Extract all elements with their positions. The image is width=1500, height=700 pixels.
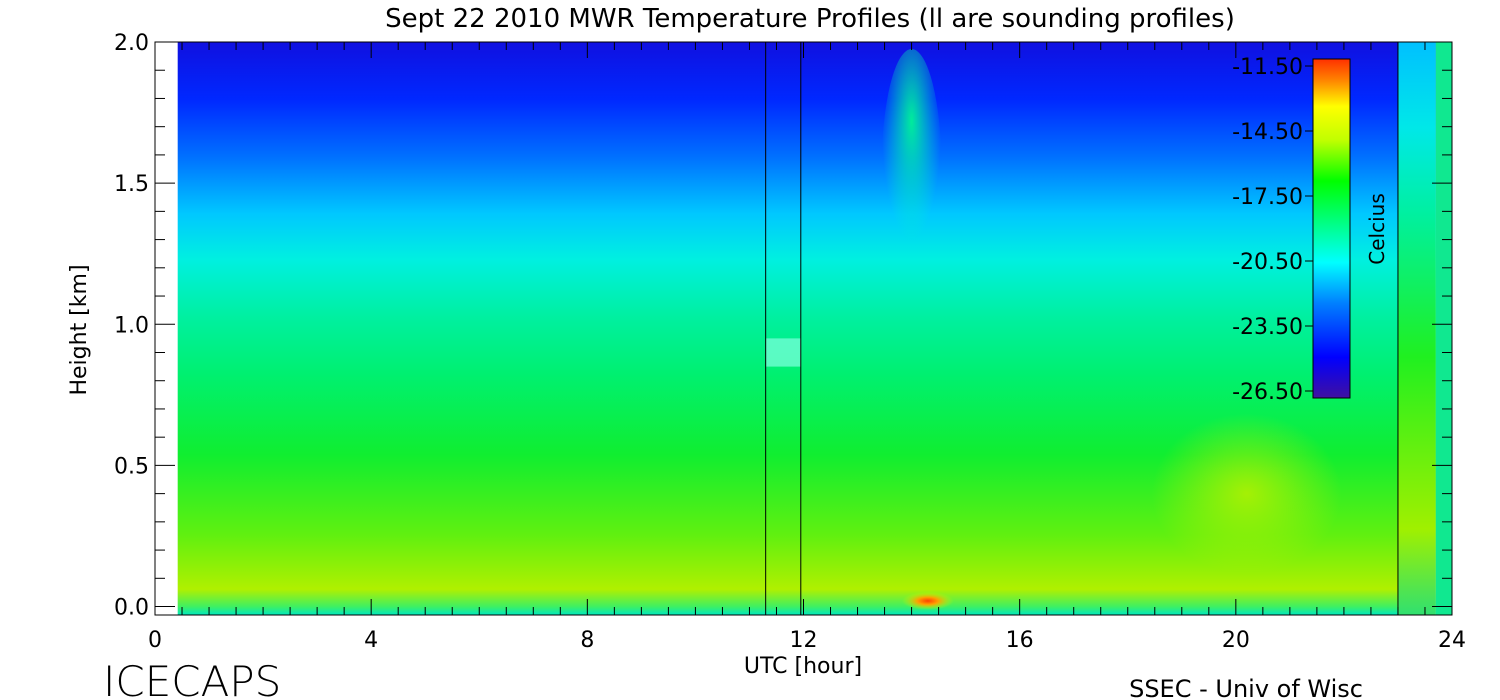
colorbar-tick-label: -14.50 bbox=[1232, 120, 1303, 145]
field-final-sounding bbox=[1397, 42, 1436, 615]
x-axis: 0 4 8 12 16 20 24 bbox=[148, 42, 1466, 653]
x-tick-label: 12 bbox=[790, 628, 818, 653]
colorbar-tick-label: -26.50 bbox=[1232, 380, 1303, 405]
sounding-lines bbox=[765, 42, 1399, 615]
field-edge-column bbox=[1435, 42, 1452, 615]
y-tick-label: 0.5 bbox=[114, 454, 149, 479]
chart-title: Sept 22 2010 MWR Temperature Profiles (l… bbox=[385, 4, 1235, 34]
x-axis-label: UTC [hour] bbox=[744, 654, 862, 679]
x-tick-label: 20 bbox=[1222, 628, 1250, 653]
field-sounding-band bbox=[765, 338, 801, 367]
x-tick-label: 0 bbox=[148, 628, 162, 653]
field-sounding-segment bbox=[765, 42, 801, 615]
x-tick-label: 8 bbox=[580, 628, 594, 653]
colorbar-tick-label: -23.50 bbox=[1232, 315, 1303, 340]
y-tick-label: 0.0 bbox=[114, 596, 149, 621]
temperature-field bbox=[177, 42, 1452, 615]
colorbar-tick-label: -11.50 bbox=[1232, 55, 1303, 80]
footer-right-credit: SSEC - Univ of Wisc bbox=[1129, 675, 1363, 700]
colorbar-label: Celcius bbox=[1365, 193, 1389, 264]
colorbar: -11.50 -14.50 -17.50 -20.50 -23.50 -26.50 Celc… bbox=[1232, 55, 1389, 405]
x-tick-label: 4 bbox=[364, 628, 378, 653]
colorbar-tick-label: -17.50 bbox=[1232, 185, 1303, 210]
footer-left-brand: ICECAPS bbox=[103, 657, 281, 700]
x-tick-label: 24 bbox=[1438, 628, 1466, 653]
x-tick-label: 16 bbox=[1006, 628, 1034, 653]
y-axis: 0.0 0.5 1.0 1.5 2.0 bbox=[114, 31, 1452, 621]
feature-warm-blob bbox=[1151, 413, 1342, 574]
y-tick-label: 1.5 bbox=[114, 172, 149, 197]
colorbar-tick-label: -20.50 bbox=[1232, 250, 1303, 275]
feature-warm-spot bbox=[901, 591, 954, 610]
y-tick-label: 2.0 bbox=[114, 31, 149, 56]
y-tick-label: 1.0 bbox=[114, 313, 149, 338]
colorbar-ramp bbox=[1312, 58, 1351, 399]
feature-warm-plume bbox=[881, 49, 942, 290]
y-axis-label: Height [km] bbox=[67, 264, 92, 395]
